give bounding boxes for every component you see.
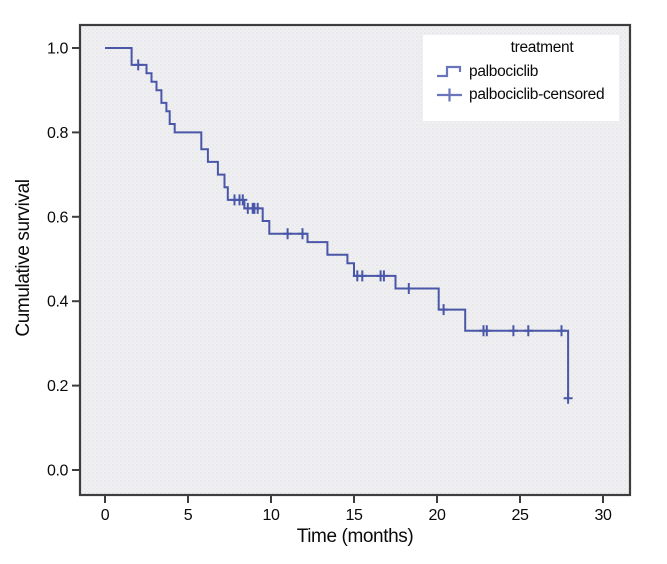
x-tick-label: 30 xyxy=(595,507,612,524)
censor-mark xyxy=(404,283,414,294)
censor-cross-icon xyxy=(437,88,462,101)
x-tick-label: 0 xyxy=(101,507,110,524)
legend-item-label: palbociclib-censored xyxy=(469,85,605,103)
legend: treatment palbociclib palbociclib-censor… xyxy=(423,35,619,121)
censor-mark xyxy=(482,325,492,337)
censor-mark xyxy=(283,228,293,240)
survival-curve-layer xyxy=(105,47,573,404)
y-tick-label: 1.0 xyxy=(47,41,69,58)
censor-mark xyxy=(133,59,143,71)
y-tick-label: 0.2 xyxy=(47,378,69,395)
legend-title: treatment xyxy=(510,39,574,56)
censor-mark xyxy=(238,194,248,206)
censor-mark xyxy=(298,228,307,240)
censor-mark xyxy=(523,325,533,337)
axes: 0 5 10 15 20 25 30 0.0 0.2 0.4 0.6 0.8 1.0 xyxy=(47,41,612,525)
legend-item-label: palbociclib xyxy=(469,62,539,80)
x-tick-label: 25 xyxy=(512,507,529,524)
legend-item-palbociclib-censored: palbociclib-censored xyxy=(423,83,619,106)
censor-mark xyxy=(557,325,566,337)
censor-mark xyxy=(508,325,518,337)
y-tick-label: 0.4 xyxy=(47,294,69,311)
censor-mark xyxy=(563,392,573,404)
legend-item-palbociclib: palbociclib xyxy=(423,60,619,83)
y-tick-label: 0.0 xyxy=(47,463,69,480)
x-tick-label: 15 xyxy=(346,507,363,524)
censor-mark xyxy=(253,202,263,214)
x-tick-label: 5 xyxy=(184,507,193,524)
y-tick-label: 0.6 xyxy=(47,209,69,226)
plot-frame xyxy=(78,23,632,497)
x-tick-label: 20 xyxy=(429,507,446,524)
step-line-icon xyxy=(437,65,462,77)
censor-mark xyxy=(379,270,389,282)
x-axis-title: Time (months) xyxy=(296,526,414,547)
censor-mark xyxy=(439,304,449,316)
y-axis-title: Cumulative survival xyxy=(13,179,34,337)
censor-mark xyxy=(357,270,367,282)
x-tick-label: 10 xyxy=(263,507,280,524)
y-tick-label: 0.8 xyxy=(47,125,69,142)
